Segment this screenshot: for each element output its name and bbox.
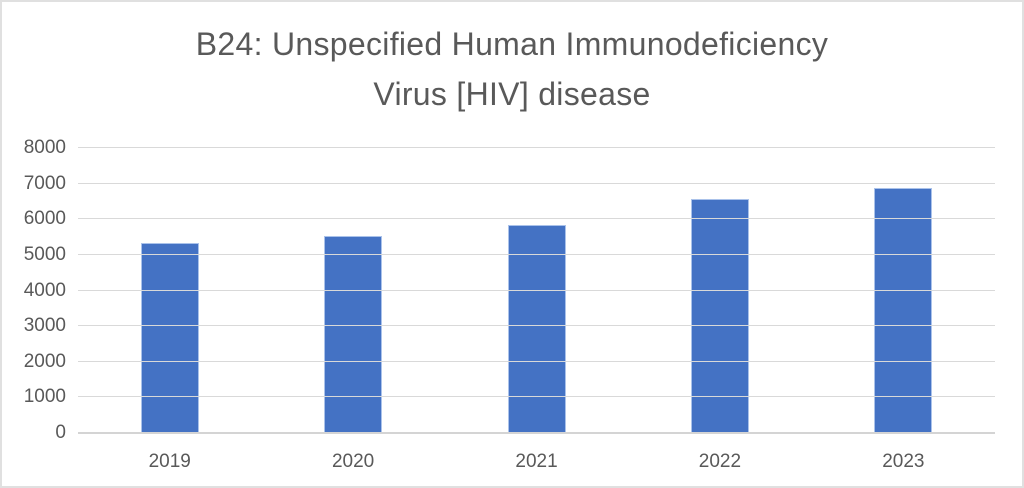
y-tick-label: 2000 [23, 350, 66, 372]
bar-2021 [507, 224, 566, 433]
gridline [78, 147, 995, 148]
y-tick-label: 8000 [23, 137, 66, 158]
x-axis-line [78, 432, 995, 434]
y-axis-labels: 8000 7000 6000 5000 4000 3000 2000 1000 0 [2, 138, 66, 443]
x-tick-label-2020: 2020 [331, 451, 375, 472]
y-tick-label: 4000 [23, 279, 66, 301]
gridline [78, 360, 995, 362]
bar-slot-2022 [628, 148, 811, 433]
bar-slot-2019 [78, 148, 261, 433]
gridline [78, 182, 995, 184]
bar-2019 [140, 243, 199, 433]
gridline [78, 218, 995, 220]
plot-area [78, 147, 995, 434]
bar-2022 [690, 199, 749, 433]
y-tick-label: 5000 [23, 243, 66, 265]
y-tick-label: 7000 [23, 172, 66, 194]
gridline [78, 289, 995, 291]
x-tick-label-2023: 2023 [882, 451, 925, 472]
x-tick-label-2022: 2022 [698, 451, 742, 472]
x-tick-label-2021: 2021 [515, 451, 558, 472]
gridline [78, 396, 995, 398]
chart-title-line-1: B24: Unspecified Human Immunodeficiency [195, 26, 829, 62]
x-tick-label-2019: 2019 [148, 451, 191, 472]
gridline [78, 253, 995, 255]
bar-slot-2023 [812, 148, 995, 433]
bar-slot-2021 [445, 148, 628, 433]
chart-title: B24: Unspecified Human Immunodeficiency … [2, 19, 1022, 119]
y-tick-label: 3000 [23, 315, 66, 337]
chart-title-line-2: Virus [HIV] disease [373, 76, 651, 112]
y-tick-label: 0 [55, 422, 66, 443]
x-axis-labels: 2019 2020 2021 2022 2023 [78, 447, 995, 477]
y-tick-label: 6000 [23, 208, 66, 230]
bar-slot-2020 [261, 148, 444, 433]
y-tick-label: 1000 [23, 386, 66, 408]
bar-2023 [874, 187, 933, 433]
gridline [78, 325, 995, 327]
bar-2020 [324, 236, 383, 433]
bars-row [78, 148, 995, 433]
